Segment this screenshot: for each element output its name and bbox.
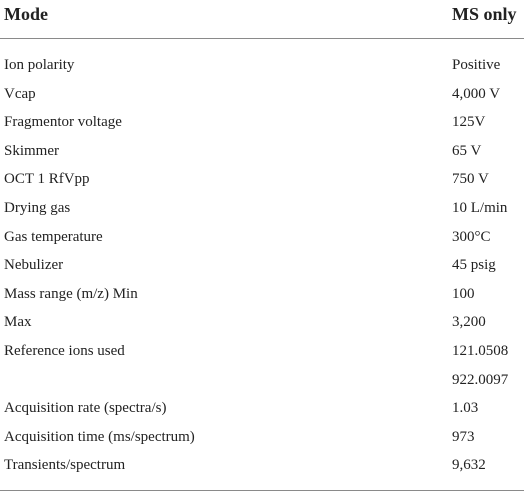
header-cell: Mode bbox=[4, 4, 48, 24]
row-value: 121.0508 bbox=[452, 343, 509, 359]
row-label: Drying gas bbox=[4, 200, 71, 216]
header-cell: MS only bbox=[452, 4, 517, 24]
row-value: 65 V bbox=[452, 142, 482, 159]
row-label: Mass range (m/z) Min bbox=[4, 285, 138, 302]
row-label: Skimmer bbox=[4, 142, 59, 159]
row-value: 1.03 bbox=[452, 400, 479, 417]
row-value: 300°C bbox=[452, 228, 491, 245]
row-value: 9,632 bbox=[452, 457, 486, 474]
row-value: 100 bbox=[452, 285, 475, 302]
row-value: 10 L/min bbox=[452, 200, 508, 216]
row-value: Positive bbox=[452, 57, 501, 73]
header-rule bbox=[0, 38, 524, 39]
row-value: 973 bbox=[452, 428, 475, 445]
row-label: Nebulizer bbox=[4, 257, 64, 274]
row-value: 4,000 V bbox=[452, 85, 501, 102]
row-label: Acquisition time (ms/spectrum) bbox=[4, 428, 195, 445]
row-label: Reference ions used bbox=[4, 343, 125, 359]
row-label: Ion polarity bbox=[4, 57, 75, 73]
row-label: Max bbox=[4, 314, 32, 331]
row-value: 922.0097 bbox=[452, 371, 509, 388]
row-label: OCT 1 RfVpp bbox=[4, 171, 90, 188]
row-value: 45 psig bbox=[452, 257, 496, 274]
row-value: 3,200 bbox=[452, 314, 486, 331]
row-label: Fragmentor voltage bbox=[4, 114, 122, 131]
row-label: Vcap bbox=[4, 85, 36, 102]
row-label: Acquisition rate (spectra/s) bbox=[4, 400, 167, 417]
row-label: Transients/spectrum bbox=[4, 457, 126, 474]
row-value: 750 V bbox=[452, 171, 489, 188]
row-value: 125V bbox=[452, 114, 486, 131]
bottom-rule bbox=[0, 490, 524, 491]
row-label: Gas temperature bbox=[4, 228, 103, 245]
